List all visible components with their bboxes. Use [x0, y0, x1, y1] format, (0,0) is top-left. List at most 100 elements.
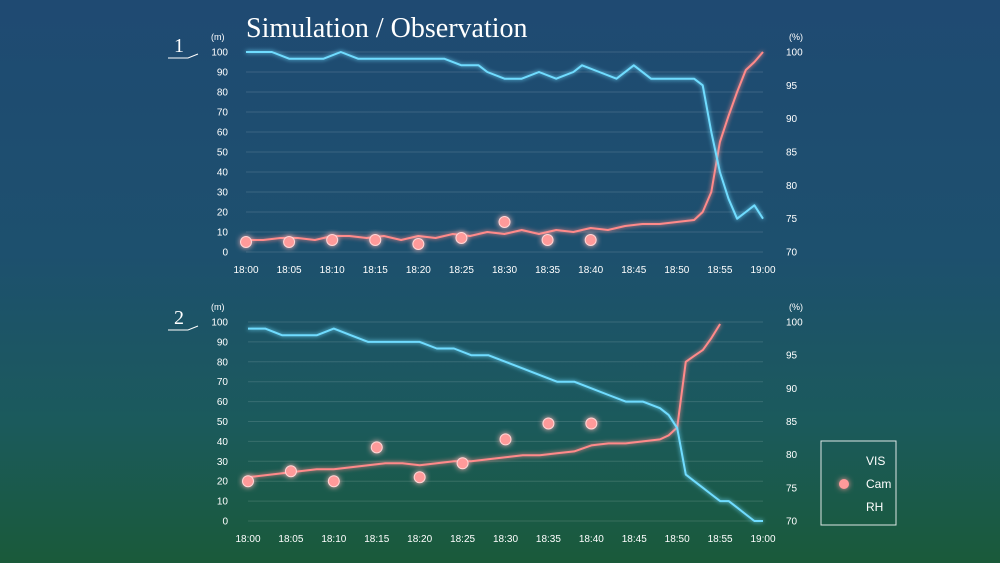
y-right-tick-label: 85 [786, 148, 798, 159]
y-left-tick-label: 30 [217, 457, 229, 468]
y-right-tick-label: 95 [786, 81, 798, 92]
y-left-tick-label: 40 [217, 168, 229, 179]
panel-2: 2 (m) (%) 0 10 20 30 40 50 60 70 80 90 100 70 75 80 85 90 9… [168, 302, 803, 545]
cam-point [370, 441, 383, 454]
y-left-unit: (m) [211, 302, 225, 312]
y-left-tick-label: 100 [211, 318, 228, 329]
y-right-tick-label: 75 [786, 483, 798, 494]
vis-series-line [247, 323, 721, 479]
cam-point [455, 232, 468, 244]
x-tick-label: 18:05 [277, 265, 302, 276]
y-right-tick-label: 100 [786, 48, 803, 59]
y-right-tick-label: 80 [786, 450, 798, 461]
x-tick-label: 18:35 [536, 534, 561, 545]
y-left-tick-label: 40 [217, 437, 229, 448]
x-tick-label: 18:50 [665, 534, 690, 545]
panel-number: 2 [174, 307, 184, 329]
y-left-tick-label: 0 [222, 248, 228, 259]
x-tick-label: 18:55 [708, 534, 733, 545]
x-tick-label: 18:20 [407, 534, 432, 545]
rh-series-line [248, 327, 763, 522]
y-right-tick-label: 70 [786, 517, 798, 528]
y-right-tick-label: 95 [786, 351, 798, 362]
y-left-tick-label: 20 [217, 477, 229, 488]
y-left-tick-label: 80 [217, 88, 229, 99]
x-tick-label: 18:00 [235, 534, 260, 545]
y-right-unit: (%) [789, 32, 803, 42]
y-right-tick-label: 90 [786, 114, 798, 125]
legend-cam-label: Cam [866, 477, 891, 491]
cam-point [412, 238, 425, 250]
x-tick-label: 18:25 [449, 265, 474, 276]
legend-vis-label: VIS [866, 454, 885, 468]
cam-point [283, 236, 296, 248]
x-tick-label: 18:30 [493, 534, 518, 545]
cam-point [284, 465, 297, 478]
legend-rh-label: RH [866, 500, 883, 514]
cam-point [541, 234, 554, 246]
chart-title: Simulation / Observation [246, 13, 528, 44]
cam-point [499, 433, 512, 446]
cam-point [498, 216, 511, 228]
y-left-tick-label: 20 [217, 208, 229, 219]
panels-layer: 1 (m) (%) 0 10 20 30 40 50 60 70 80 90 100 70 75 80 85 90 9… [168, 32, 803, 545]
cam-point [240, 236, 252, 248]
x-tick-label: 18:45 [621, 265, 646, 276]
y-left-tick-label: 60 [217, 128, 229, 139]
y-right-tick-label: 75 [786, 214, 798, 225]
y-left-tick-label: 50 [217, 148, 229, 159]
x-tick-label: 18:20 [406, 265, 431, 276]
y-right-tick-label: 100 [786, 318, 803, 329]
y-left-tick-label: 30 [217, 188, 229, 199]
x-tick-label: 19:00 [750, 534, 775, 545]
cam-point [242, 475, 254, 488]
y-right-tick-label: 80 [786, 181, 798, 192]
y-left-tick-label: 100 [211, 48, 228, 59]
legend: VIS Cam RH [820, 440, 897, 526]
cam-point [326, 234, 339, 246]
x-tick-label: 18:35 [535, 265, 560, 276]
rh-series-line [246, 51, 764, 220]
y-left-tick-label: 90 [217, 68, 229, 79]
x-tick-label: 18:40 [578, 265, 603, 276]
panel-number-underline [168, 53, 199, 59]
y-right-unit: (%) [789, 302, 803, 312]
x-tick-label: 18:55 [707, 265, 732, 276]
cam-point [584, 234, 597, 246]
y-right-tick-label: 70 [786, 248, 798, 259]
x-tick-label: 18:10 [321, 534, 346, 545]
y-left-tick-label: 10 [217, 228, 229, 239]
vis-series-line [246, 51, 764, 241]
y-left-tick-label: 50 [217, 417, 229, 428]
cam-point [413, 471, 426, 484]
y-left-unit: (m) [211, 32, 225, 42]
x-tick-label: 18:50 [664, 265, 689, 276]
x-tick-label: 18:05 [278, 534, 303, 545]
x-tick-label: 18:10 [320, 265, 345, 276]
x-tick-label: 18:40 [579, 534, 604, 545]
x-tick-label: 18:15 [364, 534, 389, 545]
legend-cam-marker [839, 479, 849, 489]
y-left-tick-label: 70 [217, 377, 229, 388]
panel-number-underline [168, 325, 199, 331]
x-tick-label: 18:45 [622, 534, 647, 545]
y-right-tick-label: 90 [786, 384, 798, 395]
cam-point [585, 417, 598, 430]
x-tick-label: 18:25 [450, 534, 475, 545]
y-left-tick-label: 10 [217, 497, 229, 508]
cam-point [327, 475, 340, 488]
x-tick-label: 18:15 [363, 265, 388, 276]
y-left-tick-label: 70 [217, 108, 229, 119]
y-left-tick-label: 80 [217, 357, 229, 368]
legend-box [820, 440, 897, 526]
panel-number: 1 [174, 35, 184, 57]
y-left-tick-label: 60 [217, 397, 229, 408]
panel-1: 1 (m) (%) 0 10 20 30 40 50 60 70 80 90 100 70 75 80 85 90 9… [168, 32, 803, 276]
cam-point [542, 417, 555, 430]
x-tick-label: 18:00 [233, 265, 258, 276]
x-tick-label: 18:30 [492, 265, 517, 276]
y-left-tick-label: 90 [217, 337, 229, 348]
cam-point [456, 457, 469, 470]
